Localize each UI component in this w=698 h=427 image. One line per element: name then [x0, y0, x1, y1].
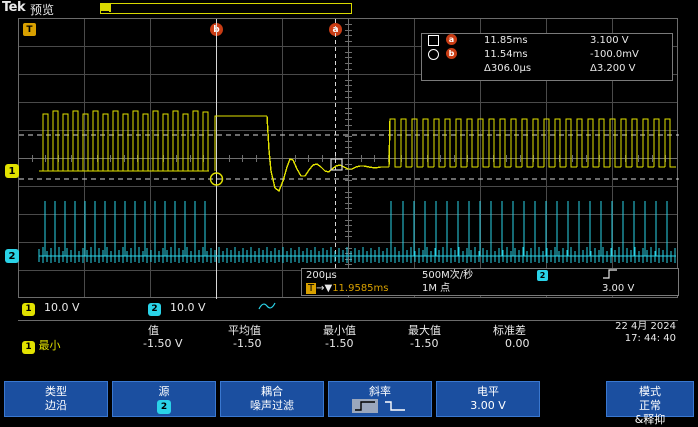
menu-type-title: 类型 [45, 385, 67, 398]
menu-source-title: 源 [158, 385, 170, 398]
menu-level-title: 电平 [477, 385, 499, 398]
slope-rising-icon[interactable] [352, 399, 379, 413]
vertical-settings-strip: 1 10.0 V 2 10.0 V [18, 300, 678, 318]
tek-logo: Tek [2, 0, 26, 15]
waveform-graticule[interactable]: T b a [5, 18, 679, 299]
position-bar-marker [109, 3, 111, 12]
measurement-val-2: -1.50 [325, 337, 354, 350]
menu-button-slope[interactable]: 斜率 [328, 381, 432, 417]
measurement-val-1: -1.50 [233, 337, 262, 350]
trigger-slope-icon [602, 269, 618, 282]
center-horizontal-axis [19, 158, 677, 159]
measurement-col-0: 值 [148, 324, 159, 337]
menu-button-mode[interactable]: 模式 正常 &释抑 [606, 381, 694, 426]
horizontal-position-bar[interactable] [100, 3, 352, 14]
trigger-source-chip: 2 [537, 269, 548, 282]
cursor-row-delta: Δ306.0µs Δ3.200 V [422, 62, 672, 76]
clock-time: 17: 44: 40 [624, 333, 676, 344]
menu-coupling-value: 噪声过滤 [250, 399, 294, 412]
cursor-a-time: 11.85ms [484, 35, 528, 46]
cursor-b-value: -100.0mV [590, 49, 639, 60]
record-length: 1M 点 [422, 283, 451, 294]
measurement-val-3: -1.50 [410, 337, 439, 350]
menu-button-source[interactable]: 源 2 [112, 381, 216, 417]
cursor-a-badge-icon: a [446, 34, 457, 48]
menu-button-type[interactable]: 类型 边沿 [4, 381, 108, 417]
cursor-a-symbol-icon [428, 35, 439, 51]
menu-type-value: 边沿 [45, 399, 67, 412]
waveform-canvas [19, 19, 679, 299]
slope-falling-icon[interactable] [382, 399, 408, 413]
menu-coupling-title: 耦合 [261, 385, 283, 398]
top-status-bar: Tek 预览 [0, 0, 698, 17]
measurement-col-2: 最小值 [323, 324, 356, 337]
cursor-a-value: 3.100 V [590, 35, 629, 46]
cursor-b-time: 11.54ms [484, 49, 528, 60]
menu-button-level[interactable]: 电平 3.00 V [436, 381, 540, 417]
ch2-chip[interactable]: 2 [148, 301, 161, 316]
acquisition-status: 预览 [30, 3, 55, 17]
trigger-position-marker[interactable]: T [23, 23, 36, 36]
menu-level-value: 3.00 V [470, 399, 506, 412]
measurement-col-3: 最大值 [408, 324, 441, 337]
measurement-col-4: 标准差 [493, 324, 526, 337]
measurement-source: 1 最小 [22, 337, 61, 354]
menu-button-coupling[interactable]: 耦合 噪声过滤 [220, 381, 324, 417]
position-bar-fill [101, 4, 109, 11]
ch2-coupling-icon [258, 301, 276, 314]
cursor-b-badge-icon: b [446, 48, 457, 62]
timebase-row-1: 200µs 500M次/秒 2 [302, 269, 678, 282]
cursor-delta-time: Δ306.0µs [484, 63, 532, 74]
menu-mode-value2: &释抑 [634, 413, 666, 426]
menu-mode-title: 模式 [639, 385, 661, 398]
measurement-table[interactable]: 1 最小 值 平均值 最小值 最大值 标准差 -1.50 V -1.50 -1.… [18, 320, 678, 361]
cursor-b-symbol-icon [428, 49, 439, 65]
measurement-val-4: 0.00 [505, 337, 530, 350]
clock-display: 22 4月 2024 17: 44: 40 [615, 321, 676, 345]
menu-slope-title: 斜率 [369, 385, 391, 398]
bottom-menu-bar: 类型 边沿 源 2 耦合 噪声过滤 斜率 电平 3.00 V [0, 379, 698, 426]
cursor-row-b: b 11.54ms -100.0mV [422, 48, 672, 62]
menu-source-value: 2 [113, 399, 215, 414]
cursor-delta-value: Δ3.200 V [590, 63, 636, 74]
measurement-val-0: -1.50 V [143, 337, 183, 350]
ch2-ground-handle[interactable]: 2 [5, 249, 19, 263]
horizontal-scale: 200µs [306, 270, 337, 281]
clock-date: 22 4月 2024 [615, 321, 676, 332]
cursor-row-a: a 11.85ms 3.100 V [422, 34, 672, 48]
measurement-chip: 1 [22, 341, 35, 354]
ch1-chip[interactable]: 1 [22, 301, 35, 316]
cursor-readout-box[interactable]: a 11.85ms 3.100 V b 11.54ms -100.0mV Δ30… [421, 33, 673, 81]
menu-mode-value: 正常 [639, 399, 661, 412]
timebase-row-2: T →▼11.9585ms 1M 点 3.00 V [302, 282, 678, 295]
ch1-scale[interactable]: 10.0 V [44, 301, 80, 314]
measurement-col-1: 平均值 [228, 324, 261, 337]
timebase-trigger-box[interactable]: 200µs 500M次/秒 2 T →▼11.9585ms 1M 点 3.00 V [301, 268, 679, 296]
sample-rate: 500M次/秒 [422, 270, 474, 281]
menu-slope-icons [329, 399, 431, 417]
trigger-level-readout: 3.00 V [602, 283, 635, 294]
ch2-scale[interactable]: 10.0 V [170, 301, 206, 314]
trigger-position-readout: T →▼11.9585ms [306, 283, 389, 294]
ch1-ground-handle[interactable]: 1 [5, 164, 19, 178]
